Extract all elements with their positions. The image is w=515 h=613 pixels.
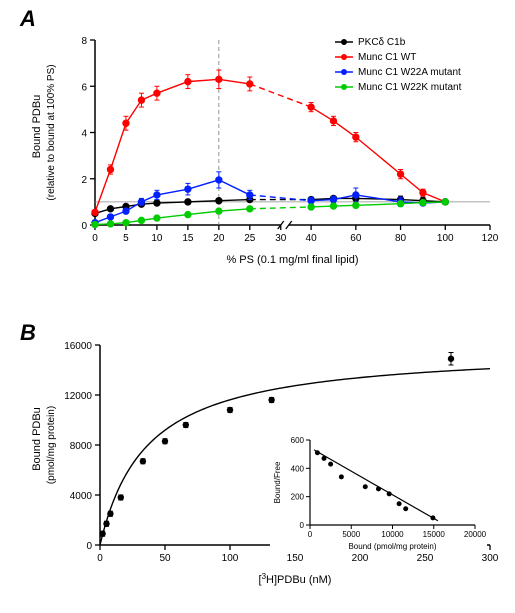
svg-text:Bound PDBu: Bound PDBu — [31, 407, 43, 471]
svg-text:0: 0 — [308, 530, 313, 539]
svg-text:(relative to bound at 100% PS): (relative to bound at 100% PS) — [46, 64, 57, 200]
svg-text:(pmol/mg protein): (pmol/mg protein) — [46, 406, 57, 484]
svg-text:[3H]PDBu (nM): [3H]PDBu (nM) — [259, 572, 332, 586]
svg-text:20000: 20000 — [464, 530, 487, 539]
svg-text:300: 300 — [482, 553, 499, 564]
svg-text:600: 600 — [291, 436, 305, 445]
svg-text:0: 0 — [300, 521, 305, 530]
svg-text:0: 0 — [86, 541, 92, 552]
svg-text:2: 2 — [81, 175, 87, 186]
svg-text:0: 0 — [92, 233, 98, 244]
svg-text:20: 20 — [213, 233, 225, 244]
svg-text:Bound/Free: Bound/Free — [273, 461, 282, 503]
svg-text:15: 15 — [182, 233, 194, 244]
svg-text:200: 200 — [352, 553, 369, 564]
svg-text:30: 30 — [275, 233, 287, 244]
svg-text:16000: 16000 — [64, 341, 92, 352]
svg-text:PKCδ C1b: PKCδ C1b — [358, 37, 406, 48]
svg-text:100: 100 — [437, 233, 454, 244]
svg-text:6: 6 — [81, 82, 87, 93]
svg-text:Bound PDBu: Bound PDBu — [31, 95, 43, 159]
svg-text:400: 400 — [291, 464, 305, 473]
svg-text:0: 0 — [97, 553, 103, 564]
svg-text:8: 8 — [81, 36, 87, 47]
svg-text:8000: 8000 — [70, 441, 93, 452]
svg-text:80: 80 — [395, 233, 407, 244]
svg-text:25: 25 — [244, 233, 256, 244]
svg-text:10: 10 — [151, 233, 163, 244]
svg-text:15000: 15000 — [423, 530, 446, 539]
svg-text:Munc C1 W22A mutant: Munc C1 W22A mutant — [358, 67, 461, 78]
svg-text:250: 250 — [417, 553, 434, 564]
svg-text:5000: 5000 — [342, 530, 360, 539]
svg-text:4000: 4000 — [70, 491, 93, 502]
svg-text:60: 60 — [350, 233, 362, 244]
svg-text:10000: 10000 — [381, 530, 404, 539]
svg-text:Bound (pmol/mg protein): Bound (pmol/mg protein) — [348, 542, 436, 551]
svg-text:Munc C1 WT: Munc C1 WT — [358, 52, 416, 63]
svg-text:0: 0 — [81, 221, 87, 232]
svg-text:5: 5 — [123, 233, 129, 244]
svg-text:Munc C1 W22K mutant: Munc C1 W22K mutant — [358, 82, 462, 93]
panel-b-chart: 0400080001200016000050100150200250300Bou… — [0, 320, 515, 610]
panel-a-chart: 02468051015202530406080100120Bound PDBu(… — [0, 10, 515, 300]
svg-text:50: 50 — [159, 553, 171, 564]
svg-text:% PS (0.1 mg/ml final lipid): % PS (0.1 mg/ml final lipid) — [226, 254, 358, 266]
svg-text:150: 150 — [287, 553, 304, 564]
svg-text:120: 120 — [482, 233, 499, 244]
svg-text:4: 4 — [81, 129, 87, 140]
svg-text:40: 40 — [306, 233, 318, 244]
svg-text:12000: 12000 — [64, 391, 92, 402]
svg-text:200: 200 — [291, 493, 305, 502]
svg-text:100: 100 — [222, 553, 239, 564]
